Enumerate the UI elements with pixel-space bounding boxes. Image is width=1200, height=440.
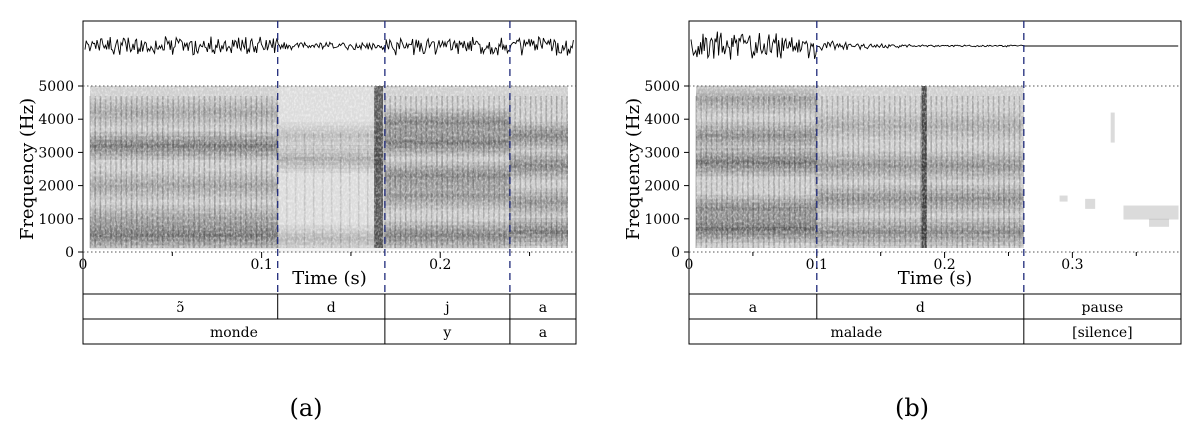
spectrogram — [89, 86, 568, 253]
y-tick-label: 5000 — [644, 79, 680, 95]
y-tick-label: 0 — [65, 245, 74, 261]
word-tier-interval: [silence] — [1072, 325, 1133, 341]
y-tick-label: 1000 — [644, 212, 680, 228]
x-tick-label: 0.2 — [429, 257, 451, 273]
word-tier-interval: malade — [831, 325, 883, 341]
panel-caption: (a) — [289, 394, 322, 422]
noise-blob — [1085, 198, 1096, 209]
y-tick-label: 1000 — [38, 212, 74, 228]
x-axis-label: Time (s) — [898, 268, 973, 289]
phone-tier-interval: a — [539, 300, 547, 316]
noise-blob — [1110, 112, 1115, 143]
phone-tier-interval: d — [327, 300, 336, 316]
y-axis-label: Frequency (Hz) — [17, 98, 38, 240]
y-tick-label: 0 — [671, 245, 680, 261]
panel-caption: (b) — [895, 394, 929, 422]
phone-tier-interval: ɔ̃ — [176, 300, 184, 316]
spectrogram-speckle — [90, 86, 568, 248]
word-tier-interval: monde — [210, 325, 258, 341]
y-tick-label: 4000 — [644, 112, 680, 128]
spectrogram-speckle — [696, 86, 1024, 248]
y-tick-label: 2000 — [644, 179, 680, 195]
x-tick-label: 0 — [685, 257, 694, 273]
y-tick-label: 2000 — [38, 179, 74, 195]
word-tier-interval: a — [539, 325, 547, 341]
phone-tier-interval: d — [916, 300, 925, 316]
waveform — [84, 35, 574, 56]
x-tick-label: 0 — [79, 257, 88, 273]
phone-tier-interval: j — [443, 300, 449, 316]
panel-frame — [82, 20, 577, 345]
phone-tier-interval: pause — [1082, 300, 1124, 316]
noise-blob — [1149, 218, 1170, 227]
noise-blob — [1123, 205, 1179, 220]
waveform — [690, 31, 1179, 60]
phone-tier-interval: a — [749, 300, 757, 316]
noise-blob — [1059, 195, 1068, 202]
x-tick-label: 0.1 — [250, 257, 272, 273]
word-tier-interval: y — [442, 325, 451, 341]
y-tick-label: 3000 — [644, 145, 680, 161]
formant-band — [277, 248, 385, 253]
y-tick-label: 4000 — [38, 112, 74, 128]
x-tick-label: 0.3 — [1061, 257, 1083, 273]
y-tick-label: 3000 — [38, 145, 74, 161]
x-tick-label: 0.2 — [933, 257, 955, 273]
y-axis-label: Frequency (Hz) — [623, 98, 644, 240]
y-tick-label: 5000 — [38, 79, 74, 95]
panel-frame — [688, 20, 1182, 345]
spectrogram — [695, 85, 1179, 248]
x-axis-label: Time (s) — [292, 268, 367, 289]
